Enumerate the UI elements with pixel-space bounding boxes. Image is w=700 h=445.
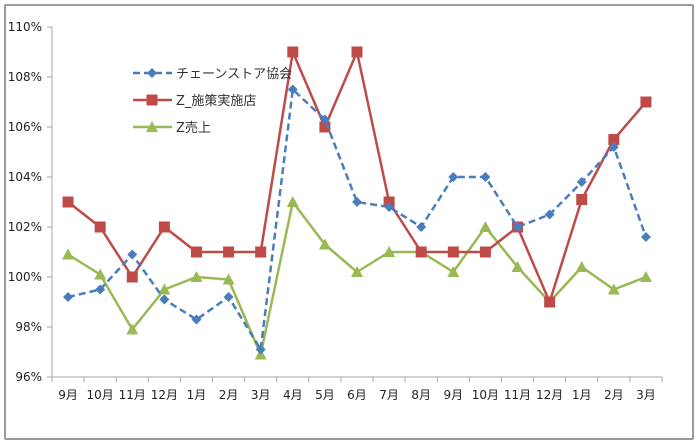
legend-label: Z_施策実施店 — [176, 93, 256, 109]
x-tick-label: 11月 — [119, 388, 146, 402]
triangle-marker — [318, 238, 331, 250]
diamond-marker — [576, 177, 587, 187]
y-tick-label: 110% — [8, 20, 42, 34]
x-tick-label: 11月 — [504, 388, 531, 402]
x-tick-label: 7月 — [379, 388, 399, 402]
diamond-marker — [191, 314, 202, 325]
triangle-marker — [639, 271, 652, 282]
triangle-marker — [190, 271, 203, 282]
square-marker — [479, 246, 491, 258]
square-marker — [576, 194, 588, 205]
legend-label: チェーンストア協会 — [176, 67, 292, 82]
x-tick-label: 9月 — [443, 388, 463, 402]
series-line — [62, 46, 652, 308]
series-path — [67, 50, 647, 304]
diamond-marker — [319, 114, 330, 125]
diamond-marker — [416, 222, 427, 232]
square-marker — [608, 134, 620, 145]
triangle-marker — [607, 283, 620, 295]
x-tick-label: 4月 — [283, 388, 303, 402]
x-tick-label: 2月 — [219, 388, 239, 402]
square-marker — [640, 96, 652, 108]
legend-label: Z売上 — [176, 120, 211, 136]
x-tick-label: 12月 — [536, 388, 563, 402]
chart-frame — [4, 4, 694, 440]
diamond-marker — [512, 222, 523, 232]
x-tick-label: 6月 — [347, 388, 367, 402]
y-tick-label: 96% — [15, 370, 42, 384]
axes: 96% 98% 100% 102% 104% 106% 108% 110% 9月 10月 11月 12… — [8, 20, 663, 402]
y-tick-label: 98% — [15, 320, 42, 334]
square-marker — [544, 296, 556, 308]
x-tick-label: 9月 — [58, 388, 78, 402]
square-marker — [94, 221, 106, 233]
x-tick-label: 12月 — [151, 388, 178, 402]
diamond-marker — [159, 294, 170, 305]
x-tick-label: 1月 — [572, 388, 592, 402]
square-marker — [158, 221, 170, 233]
square-marker — [351, 46, 363, 58]
series-line — [63, 84, 651, 355]
triangle-marker — [62, 248, 75, 260]
triangle-marker — [146, 121, 158, 132]
square-marker — [447, 246, 459, 258]
square-marker — [319, 121, 331, 133]
diamond-marker — [147, 68, 157, 78]
square-marker — [62, 196, 74, 208]
x-tick-label: 5月 — [315, 388, 335, 402]
triangle-marker — [575, 261, 588, 272]
y-tick-label: 104% — [8, 170, 42, 184]
diamond-marker — [480, 172, 491, 182]
x-tick-label: 10月 — [87, 388, 114, 402]
square-marker — [255, 246, 267, 258]
diamond-marker — [640, 232, 651, 242]
y-tick-label: 100% — [8, 270, 42, 284]
diamond-marker — [95, 284, 106, 295]
diamond-marker — [608, 142, 619, 152]
x-tick-label: 2月 — [604, 388, 624, 402]
diamond-marker — [448, 172, 459, 182]
legend: チェーンストア協会 Z_施策実施店 Z売上 — [133, 67, 292, 136]
triangle-marker — [158, 283, 171, 295]
triangle-marker — [126, 323, 139, 335]
square-marker — [287, 46, 299, 58]
series-line — [62, 196, 652, 360]
diamond-marker — [352, 197, 362, 207]
diamond-marker — [544, 209, 555, 220]
triangle-marker — [447, 266, 460, 277]
diamond-marker — [63, 292, 74, 302]
x-tick-label: 1月 — [187, 388, 207, 402]
series-group — [62, 46, 652, 360]
x-tick-label: 8月 — [411, 388, 431, 402]
triangle-marker — [383, 246, 396, 257]
square-marker — [146, 94, 158, 106]
triangle-marker — [511, 261, 524, 272]
x-tick-label: 3月 — [636, 388, 656, 402]
square-marker — [126, 271, 138, 283]
triangle-marker — [94, 268, 107, 280]
diamond-marker — [384, 202, 395, 212]
x-tick-label: 3月 — [251, 388, 271, 402]
square-marker — [190, 246, 202, 258]
y-tick-label: 106% — [8, 120, 42, 134]
square-marker — [415, 246, 427, 258]
y-tick-label: 102% — [8, 220, 42, 234]
triangle-marker — [351, 266, 363, 277]
diamond-marker — [223, 292, 234, 302]
triangle-marker — [286, 196, 299, 207]
diamond-marker — [127, 249, 138, 260]
diamond-marker — [287, 84, 298, 95]
square-marker — [223, 246, 235, 258]
diamond-marker — [255, 344, 266, 355]
series-path — [67, 200, 647, 356]
y-tick-label: 108% — [8, 70, 42, 84]
triangle-marker — [479, 221, 492, 232]
x-tick-label: 10月 — [472, 388, 499, 402]
triangle-marker — [222, 273, 235, 285]
